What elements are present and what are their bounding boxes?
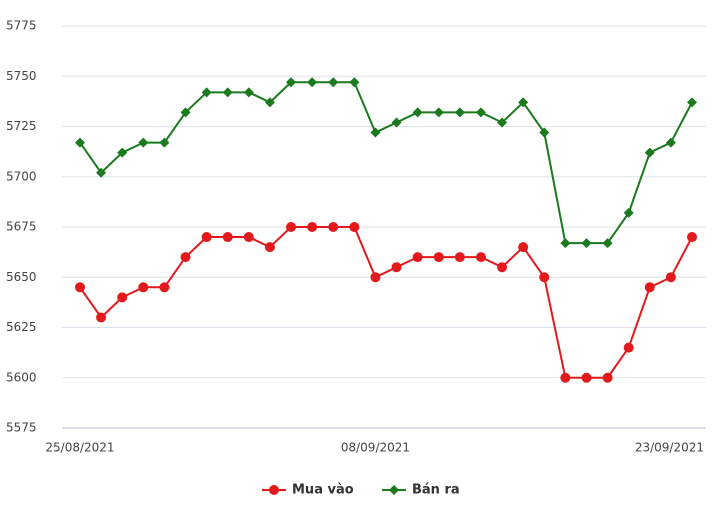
y-tick-label: 5650 [6, 270, 37, 284]
point [665, 137, 676, 148]
point [433, 107, 444, 118]
x-tick-label: 08/09/2021 [341, 441, 410, 455]
x-tick-label: 25/08/2021 [45, 441, 114, 455]
point [328, 77, 339, 88]
y-tick-label: 5700 [6, 169, 37, 183]
point [602, 238, 613, 249]
point [412, 107, 423, 118]
legend-label: Mua vào [292, 483, 354, 498]
y-tick-label: 5775 [6, 19, 37, 33]
point [518, 97, 529, 108]
point [286, 77, 297, 88]
point [623, 342, 634, 353]
point [539, 272, 550, 283]
point [644, 147, 655, 158]
legend-marker [269, 485, 279, 495]
point [391, 262, 402, 273]
point [264, 242, 275, 253]
point [180, 107, 191, 118]
point [138, 137, 149, 148]
point [349, 222, 360, 232]
point [307, 222, 318, 232]
point [687, 97, 697, 108]
y-tick-label: 5725 [6, 119, 37, 133]
point [433, 252, 444, 263]
point [370, 127, 381, 138]
point [644, 282, 655, 293]
point [243, 232, 254, 243]
point [602, 372, 613, 383]
point [391, 117, 402, 128]
point [475, 252, 486, 263]
legend-marker [389, 485, 399, 495]
legend-label: Bán ra [412, 483, 460, 498]
point [349, 77, 360, 88]
point [307, 77, 318, 88]
point [201, 87, 212, 98]
point [138, 282, 149, 293]
point [222, 232, 233, 243]
x-tick-label: 23/09/2021 [635, 441, 704, 455]
point [454, 252, 465, 263]
point [96, 167, 107, 178]
point [581, 372, 592, 383]
point [243, 87, 254, 98]
point [328, 222, 339, 232]
y-tick-label: 5750 [6, 69, 37, 83]
point [560, 372, 571, 383]
point [159, 282, 170, 293]
point [687, 232, 697, 243]
point [623, 207, 634, 218]
point [370, 272, 381, 283]
point [497, 262, 508, 273]
point [117, 147, 128, 158]
point [475, 107, 486, 118]
point [180, 252, 191, 263]
y-tick-label: 5675 [6, 220, 37, 234]
point [286, 222, 297, 232]
point [497, 117, 508, 128]
point [518, 242, 529, 253]
line [79, 226, 693, 379]
point [581, 238, 592, 249]
line [79, 81, 693, 245]
point [96, 312, 107, 323]
y-tick-label: 5575 [6, 421, 37, 435]
point [264, 97, 275, 108]
point [539, 127, 550, 138]
point [75, 282, 85, 293]
point [454, 107, 465, 118]
point [159, 137, 170, 148]
point [75, 137, 85, 148]
point [201, 232, 212, 243]
y-tick-label: 5625 [6, 320, 37, 334]
point [222, 87, 233, 98]
point [412, 252, 423, 263]
y-tick-label: 5600 [6, 370, 37, 384]
point [560, 238, 571, 249]
point [665, 272, 676, 283]
point [117, 292, 128, 303]
